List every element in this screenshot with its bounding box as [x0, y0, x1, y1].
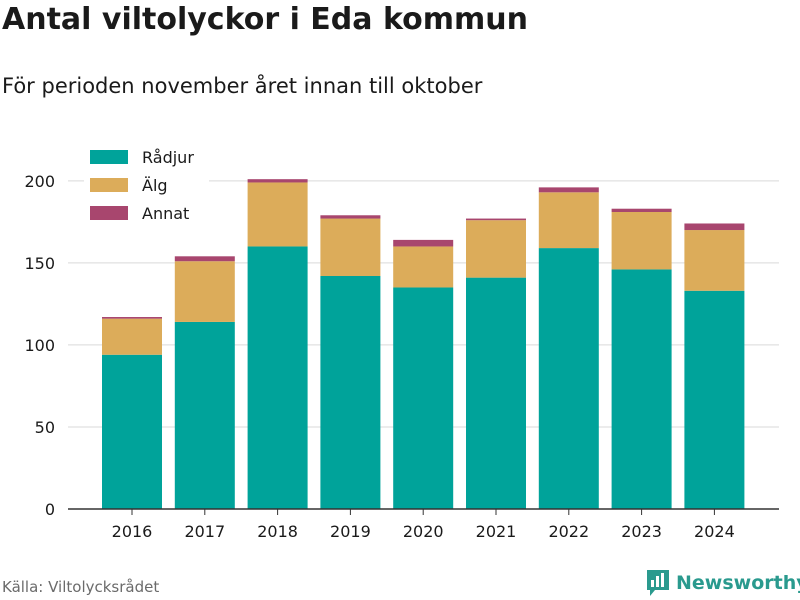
legend: Rådjur Älg Annat: [84, 140, 209, 232]
bar-segment-annat[interactable]: [466, 218, 526, 221]
legend-item-älg[interactable]: Älg: [90, 176, 168, 195]
bar-segment-annat[interactable]: [684, 223, 745, 231]
axes: 2016 2017 2018 2019 2020 2021 2022 2023 2024: [68, 508, 779, 541]
bar-group-2016: [102, 317, 162, 509]
legend-item-rådjur[interactable]: Rådjur: [90, 148, 194, 167]
bar-segment-rådjur[interactable]: [247, 246, 308, 510]
bar-segment-rådjur[interactable]: [466, 277, 526, 509]
bar-group-2023: [611, 208, 672, 509]
bar-segment-annat[interactable]: [393, 239, 454, 247]
legend-label: Rådjur: [142, 148, 194, 167]
x-tick-label: 2023: [621, 522, 662, 541]
bar-segment-rådjur[interactable]: [611, 269, 672, 509]
bar-groups: [102, 179, 745, 510]
bar-segment-älg[interactable]: [393, 246, 454, 288]
bar-group-2018: [247, 179, 308, 510]
bar-group-2019: [320, 215, 381, 509]
bar-group-2022: [538, 187, 599, 509]
legend-swatch: [90, 178, 128, 192]
chart-title: Antal viltolyckor i Eda kommun: [2, 2, 528, 37]
y-tick-label: 200: [24, 172, 55, 191]
y-tick-label: 100: [24, 336, 55, 355]
bar-segment-annat[interactable]: [102, 317, 162, 319]
bar-group-2017: [174, 256, 235, 509]
bar-segment-rådjur[interactable]: [393, 287, 454, 509]
bar-segment-annat[interactable]: [247, 179, 308, 183]
bar-segment-rådjur[interactable]: [684, 290, 745, 509]
y-tick-label: 50: [35, 418, 55, 437]
bar-segment-rådjur[interactable]: [538, 248, 599, 509]
bar-segment-älg[interactable]: [247, 182, 308, 247]
x-tick-label: 2024: [694, 522, 735, 541]
legend-label: Älg: [142, 176, 168, 195]
bar-segment-älg[interactable]: [320, 218, 381, 276]
bar-segment-rådjur[interactable]: [102, 354, 162, 509]
bar-segment-älg[interactable]: [538, 192, 599, 249]
bar-segment-rådjur[interactable]: [320, 275, 381, 509]
bar-segment-annat[interactable]: [320, 215, 381, 219]
bar-segment-älg[interactable]: [102, 318, 162, 355]
bar-chart-logo-icon: [647, 570, 669, 596]
bar-segment-annat[interactable]: [611, 208, 672, 212]
x-tick-label: 2016: [112, 522, 153, 541]
legend-swatch: [90, 150, 128, 164]
y-tick-label: 0: [45, 500, 55, 519]
x-tick-label: 2021: [476, 522, 517, 541]
x-tick-label: 2018: [257, 522, 298, 541]
bar-group-2020: [393, 239, 454, 509]
bar-segment-älg[interactable]: [466, 220, 526, 278]
bar-segment-älg[interactable]: [174, 261, 235, 322]
chart-subtitle: För perioden november året innan till ok…: [2, 74, 483, 98]
bar-segment-älg[interactable]: [684, 230, 745, 291]
bar-group-2024: [684, 223, 745, 509]
bar-segment-annat[interactable]: [174, 256, 235, 262]
legend-label: Annat: [142, 204, 189, 223]
bar-segment-älg[interactable]: [611, 211, 672, 270]
bar-segment-rådjur[interactable]: [174, 321, 235, 509]
legend-item-annat[interactable]: Annat: [90, 204, 189, 223]
brand-name: Newsworthy: [676, 572, 800, 594]
bar-segment-annat[interactable]: [538, 187, 599, 193]
x-tick-label: 2017: [184, 522, 225, 541]
x-tick-label: 2020: [403, 522, 444, 541]
x-tick-label: 2019: [330, 522, 371, 541]
x-tick-label: 2022: [548, 522, 589, 541]
brand-logo[interactable]: Newsworthy: [645, 568, 800, 598]
bar-group-2021: [466, 218, 526, 509]
source-note: Källa: Viltolycksrådet: [2, 578, 160, 596]
y-tick-label: 150: [24, 254, 55, 273]
legend-swatch: [90, 206, 128, 220]
